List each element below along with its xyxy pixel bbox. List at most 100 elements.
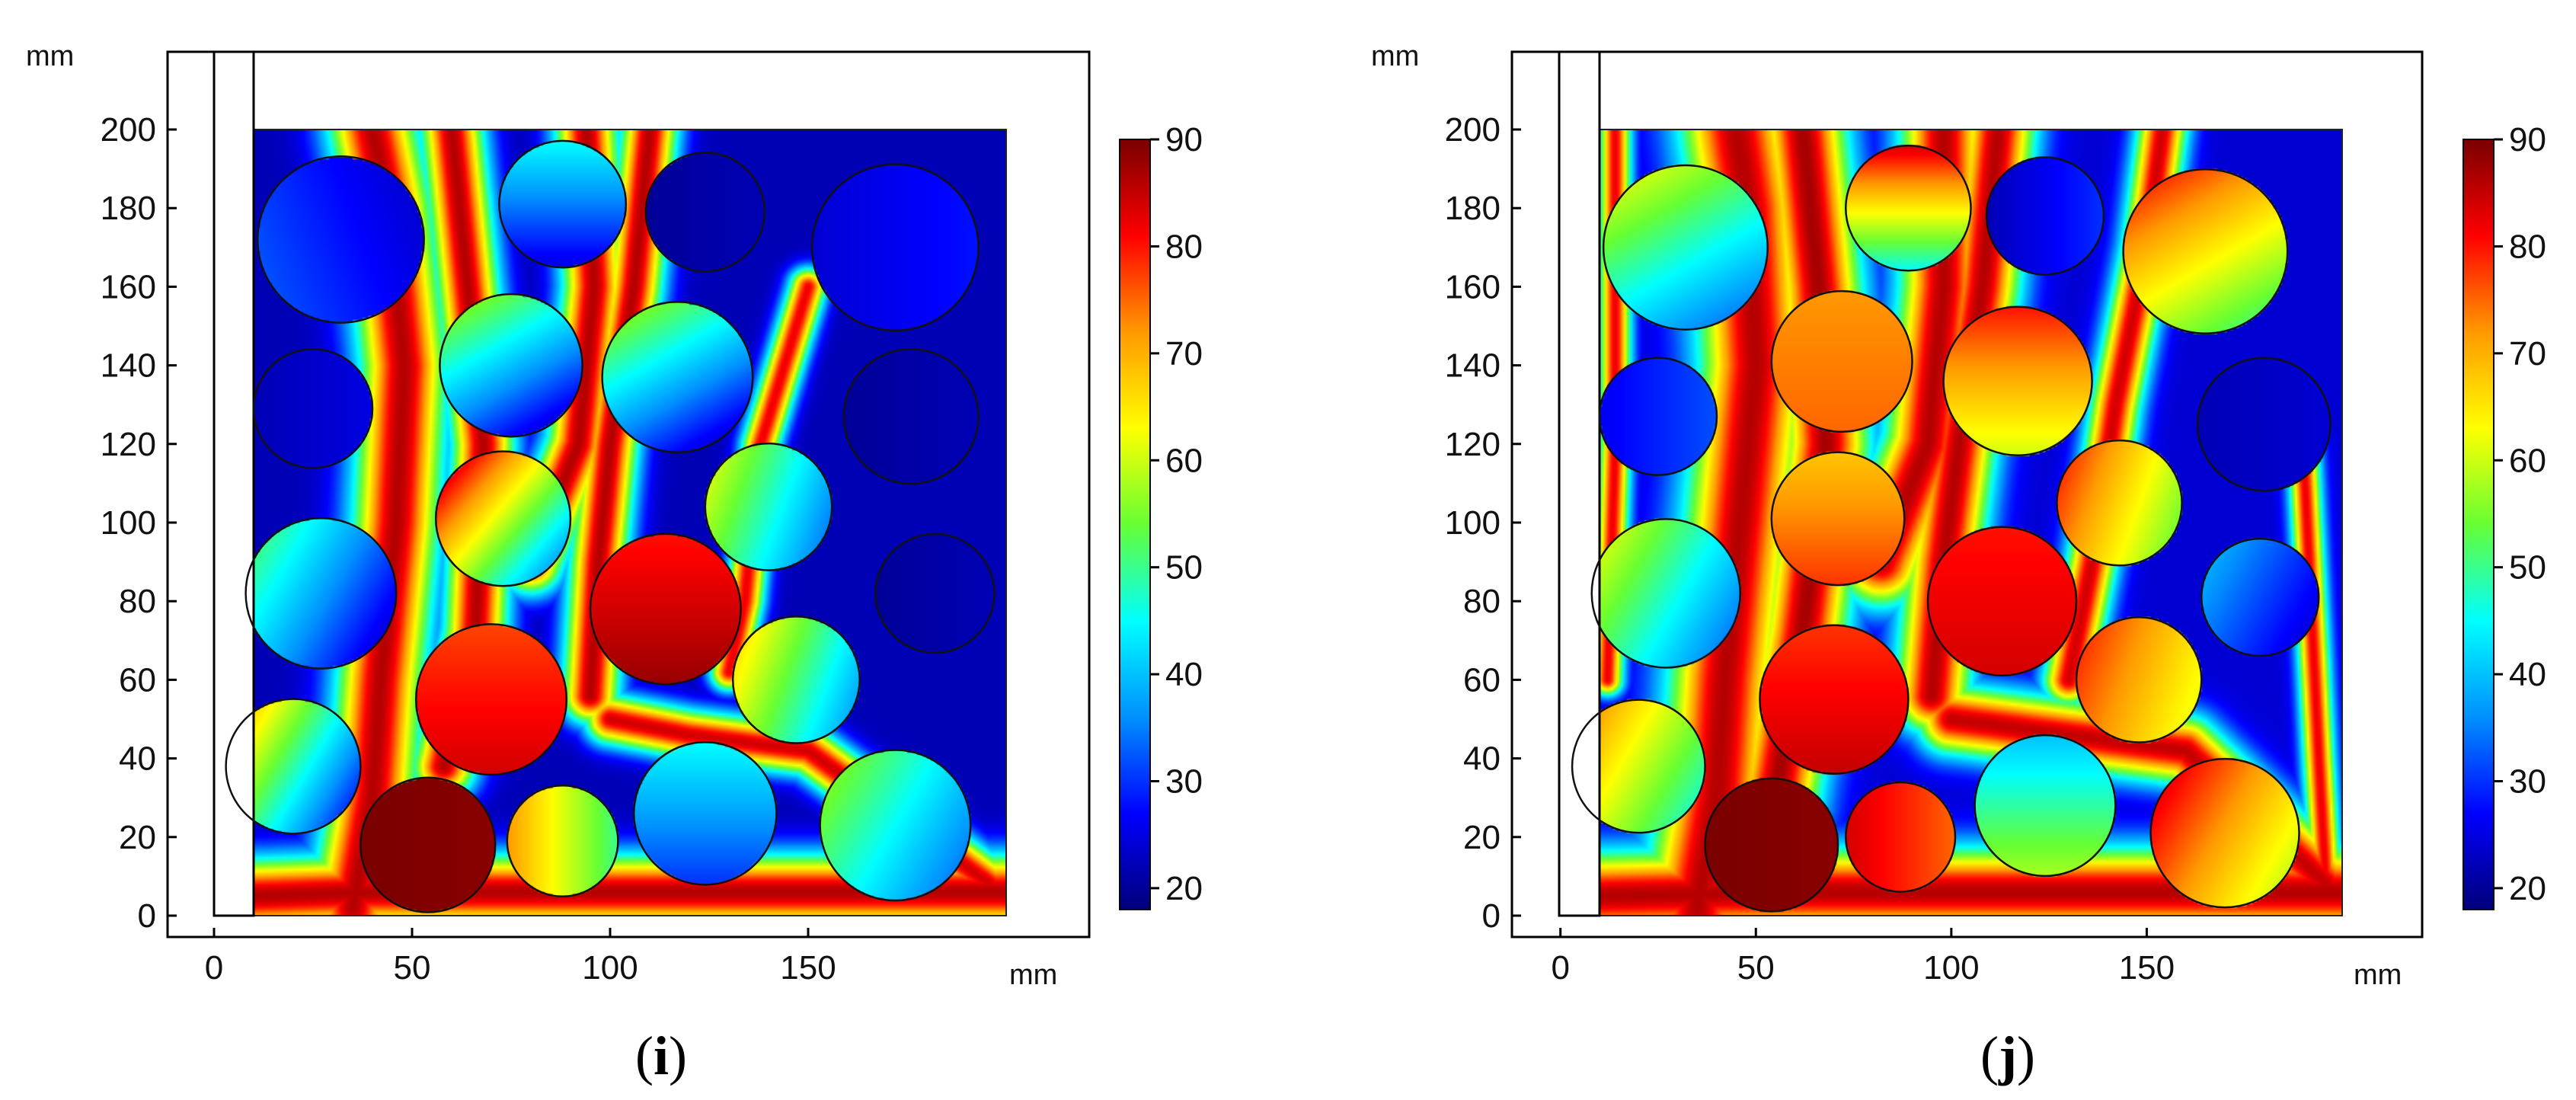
sphere-outline — [1602, 164, 1769, 331]
y-tick-label: 120 — [101, 426, 156, 463]
colorbar-tick-label: 40 — [2509, 656, 2546, 693]
colorbar-tick-label: 50 — [2509, 549, 2546, 587]
y-unit-label: mm — [1371, 40, 1419, 72]
sphere-outline — [874, 532, 996, 654]
colorbar-tick-label: 60 — [1165, 442, 1203, 479]
y-tick-label: 200 — [1445, 111, 1501, 149]
y-tick-label: 140 — [1445, 347, 1501, 385]
y-tick-label: 180 — [101, 190, 156, 227]
colorbar-gradient — [2463, 139, 2495, 910]
sphere-outline — [2056, 439, 2183, 567]
sphere-outline — [810, 163, 980, 332]
sphere-outline — [434, 450, 572, 587]
y-tick-label: 0 — [138, 897, 156, 935]
sphere-outline — [414, 623, 568, 776]
sphere-outline — [2075, 616, 2203, 743]
sphere-outline — [1942, 305, 2093, 456]
sphere-outline — [1985, 156, 2105, 276]
sphere-outline — [1845, 781, 1957, 893]
colorbar-tick-label: 90 — [2509, 121, 2546, 158]
x-tick-label: 0 — [1551, 949, 1569, 986]
y-tick-label: 60 — [119, 661, 156, 699]
sphere-outline — [2200, 537, 2320, 657]
panel-j: 0 50 100 150 0 20 40 60 80 100 120 140 160 180 200 mm… — [1371, 40, 2546, 1086]
x-axis: 0 50 100 150 — [205, 928, 836, 986]
sphere-outline — [601, 301, 754, 454]
sphere-outlines — [225, 139, 996, 913]
x-axis: 0 50 100 150 — [1551, 928, 2175, 986]
y-tick-label: 20 — [1463, 819, 1501, 856]
colorbar-tick-label: 60 — [2509, 442, 2546, 479]
x-tick-label: 150 — [780, 949, 836, 986]
sphere-outline — [704, 442, 833, 571]
y-tick-label: 120 — [1445, 426, 1501, 463]
temperature-field — [1600, 130, 2342, 916]
colorbar-tick-label: 50 — [1165, 549, 1203, 587]
sphere-outline — [1571, 699, 1706, 834]
heatmap — [1599, 129, 2343, 916]
x-tick-label: 100 — [582, 949, 638, 986]
colorbar-tick-label: 30 — [2509, 763, 2546, 801]
y-tick-label: 160 — [101, 268, 156, 305]
x-tick-label: 150 — [2119, 949, 2175, 986]
inlet-channel — [1558, 50, 1601, 917]
colorbar-tick-label: 80 — [1165, 228, 1203, 265]
sphere-outline — [1598, 357, 1718, 476]
sphere-outline — [360, 776, 497, 913]
sphere-outline — [644, 152, 766, 273]
sphere-outline — [2149, 757, 2300, 909]
sphere-outline — [439, 293, 583, 438]
sphere-outline — [1974, 734, 2117, 878]
sphere-outline — [819, 749, 972, 902]
x-tick-label: 0 — [205, 949, 223, 986]
colorbar-tick-label: 20 — [2509, 870, 2546, 907]
x-tick-label: 100 — [1923, 949, 1979, 986]
x-tick-label: 50 — [1737, 949, 1775, 986]
y-axis: 0 20 40 60 80 100 120 140 160 180 200 — [1445, 111, 1521, 935]
sphere-outline — [1590, 518, 1741, 669]
y-tick-label: 180 — [1445, 190, 1501, 227]
x-tick-label: 50 — [394, 949, 431, 986]
colorbar-tick-label: 20 — [1165, 870, 1203, 907]
y-axis: 0 20 40 60 80 100 120 140 160 180 200 — [101, 111, 177, 935]
y-unit-label: mm — [26, 40, 74, 72]
sphere-outline — [1770, 289, 1913, 433]
colorbar-tick-label: 80 — [2509, 228, 2546, 265]
sphere-outline — [1926, 526, 2078, 676]
colorbar-tick-label: 40 — [1165, 656, 1203, 693]
sphere-outline — [506, 784, 619, 898]
x-unit-label: mm — [2354, 959, 2402, 991]
colorbar-tick-label: 90 — [1165, 121, 1203, 158]
sphere-outline — [256, 155, 425, 324]
sphere-outline — [589, 532, 742, 686]
sphere-outline — [632, 740, 778, 886]
colorbar: 20 30 40 50 60 70 80 90 — [2463, 121, 2546, 910]
x-unit-label: mm — [1009, 959, 1057, 991]
sphere-outline — [498, 139, 628, 269]
y-tick-label: 100 — [1445, 504, 1501, 542]
heatmap — [253, 129, 1007, 916]
sphere-outline — [1845, 144, 1972, 272]
sphere-outline — [2122, 168, 2289, 334]
y-tick-label: 140 — [101, 347, 156, 385]
colorbar-tick-label: 70 — [2509, 335, 2546, 373]
panel-i: 0 50 100 150 0 20 40 60 80 100 120 140 160 180 200 mm… — [26, 40, 1203, 1086]
sphere-outline — [252, 348, 374, 469]
y-tick-label: 160 — [1445, 268, 1501, 305]
temperature-field — [254, 130, 1006, 916]
sphere-outline — [842, 348, 980, 485]
y-tick-label: 100 — [101, 504, 156, 542]
sphere-outlines — [1571, 144, 2332, 913]
y-tick-label: 0 — [1482, 897, 1501, 935]
sphere-outline — [1770, 451, 1906, 587]
y-tick-label: 80 — [1463, 583, 1501, 620]
sphere-outline — [2196, 357, 2332, 492]
sphere-outline — [1759, 624, 1910, 775]
colorbar: 20 30 40 50 60 70 80 90 — [1119, 121, 1203, 910]
sphere-outline — [244, 516, 398, 670]
y-tick-label: 80 — [119, 583, 156, 620]
sphere-outline — [1704, 777, 1839, 913]
panel-caption: (i) — [635, 1025, 687, 1086]
y-tick-label: 200 — [101, 111, 156, 149]
